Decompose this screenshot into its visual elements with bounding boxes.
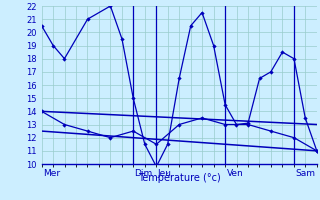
Text: Ven: Ven xyxy=(227,169,243,178)
X-axis label: Température (°c): Température (°c) xyxy=(138,173,220,183)
Text: Dim: Dim xyxy=(135,169,153,178)
Text: Jeu: Jeu xyxy=(158,169,172,178)
Text: Sam: Sam xyxy=(295,169,315,178)
Text: Mer: Mer xyxy=(43,169,60,178)
